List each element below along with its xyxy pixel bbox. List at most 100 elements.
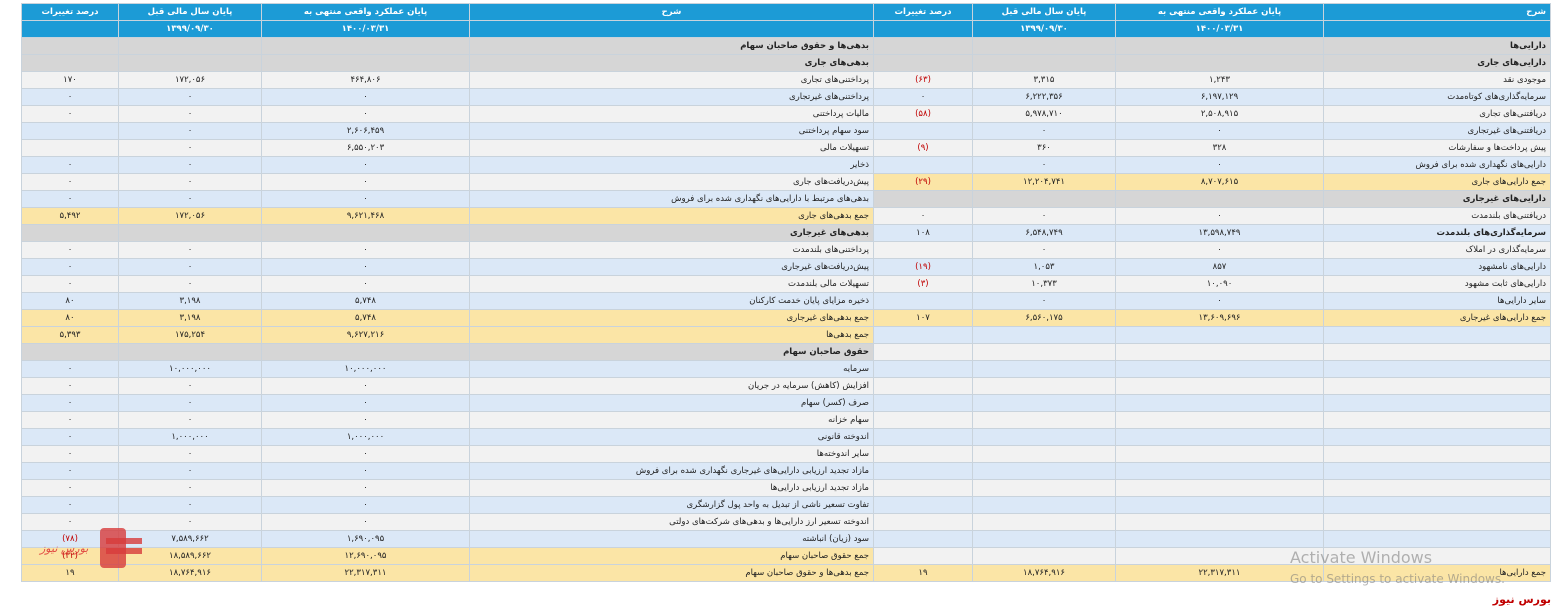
right-desc-cell [1323,547,1551,565]
left-current-cell: ۹,۶۲۷,۲۱۶ [261,326,470,344]
right-prev-cell: ۰ [972,156,1116,174]
right-desc-cell: دریافتنی‌های تجاری [1323,105,1551,123]
bourse-news-logo [100,528,142,568]
left-change-cell: ۰ [21,377,119,395]
right-change-cell [873,292,973,310]
right-desc-cell: جمع دارایی‌ها [1323,564,1551,582]
table-row: ۰ ۰ ۰ اندوخته تسعیر ارز دارایی‌ها و بدهی‌ها… [21,513,1551,531]
right-prev-cell: ۳۶۰ [972,139,1116,157]
right-change-cell: (۶۳) [873,71,973,89]
right-prev-cell: ۶,۵۶۰,۱۷۵ [972,309,1116,327]
right-current-cell [1115,496,1324,514]
right-change-cell [873,326,973,344]
right-current-cell [1115,547,1324,565]
right-desc-cell: دارایی‌ها [1323,37,1551,55]
table-row: ۰ ۱,۰۰۰,۰۰۰ ۱,۰۰۰,۰۰۰ اندوخته قانونی [21,428,1551,446]
table-row: ۸۰ ۳,۱۹۸ ۵,۷۴۸ ذخیره مزایای پایان خدمت کارک… [21,292,1551,310]
left-prev-cell: ۱۷۲,۰۵۶ [118,207,262,225]
left-desc-header: شرح [469,3,874,21]
left-desc-cell: سرمایه [469,360,874,378]
left-change-cell: ۰ [21,258,119,276]
table-row: بدهی‌ها و حقوق صاحبان سهام دارایی‌ها [21,37,1551,55]
left-current-cell: ۰ [261,156,470,174]
left-current-cell: ۱,۰۰۰,۰۰۰ [261,428,470,446]
left-prev-cell: ۰ [118,377,262,395]
right-desc-cell [1323,462,1551,480]
right-prev-cell: ۶,۲۲۲,۳۵۶ [972,88,1116,106]
left-prev-cell: ۰ [118,479,262,497]
left-desc-cell: پرداختنی‌های غیرتجاری [469,88,874,106]
left-prev-cell: ۰ [118,258,262,276]
right-desc-cell: سرمایه‌گذاری‌های بلندمدت [1323,224,1551,242]
left-change-cell: ۰ [21,479,119,497]
left-current-cell: ۲۲,۳۱۷,۳۱۱ [261,564,470,582]
right-prev-cell: ۱,۰۵۳ [972,258,1116,276]
left-prev-cell: ۰ [118,496,262,514]
right-change-cell: ۰ [873,207,973,225]
right-desc-cell [1323,326,1551,344]
left-prev-cell: ۱۰,۰۰۰,۰۰۰ [118,360,262,378]
left-change-cell: ۰ [21,173,119,191]
left-change-cell: ۰ [21,88,119,106]
table-row: بدهی‌های جاری دارایی‌های جاری [21,54,1551,72]
left-current-cell: ۰ [261,241,470,259]
table-row: ۰ ۰ ۰ بدهی‌های مرتبط با دارایی‌های نگهداری … [21,190,1551,208]
right-current-cell: ۰ [1115,122,1324,140]
right-current-cell [1115,445,1324,463]
right-change-cell [873,122,973,140]
right-change-cell: (۱۹) [873,258,973,276]
left-desc-cell: بدهی‌های مرتبط با دارایی‌های نگهداری شده… [469,190,874,208]
right-current-cell: ۲۲,۳۱۷,۳۱۱ [1115,564,1324,582]
right-desc-cell: سرمایه‌گذاری‌های کوتاه‌مدت [1323,88,1551,106]
right-prev-cell [972,360,1116,378]
right-change-cell [873,156,973,174]
left-prev-cell: ۰ [118,513,262,531]
left-current-cell: ۱,۶۹۰,۰۹۵ [261,530,470,548]
left-desc-cell: پیش‌دریافت‌های جاری [469,173,874,191]
left-prev-cell: ۱۷۵,۲۵۴ [118,326,262,344]
left-current-cell: ۰ [261,394,470,412]
activate-windows-subtitle: Go to Settings to activate Windows. [1290,572,1505,586]
left-prev-cell: ۰ [118,173,262,191]
left-current-cell: ۰ [261,173,470,191]
left-current-cell [261,37,470,55]
right-desc-cell [1323,530,1551,548]
right-prev-cell: ۳,۳۱۵ [972,71,1116,89]
activate-windows-title: Activate Windows [1290,548,1433,567]
left-current-cell: ۰ [261,445,470,463]
left-change-cell: ۸۰ [21,309,119,327]
left-current-cell: ۰ [261,275,470,293]
left-prev-cell: ۰ [118,88,262,106]
left-change-cell: ۰ [21,360,119,378]
right-desc-cell: سرمایه‌گذاری در املاک [1323,241,1551,259]
left-change-cell [21,224,119,242]
right-prev-cell [972,190,1116,208]
left-current-date: ۱۴۰۰/۰۳/۳۱ [261,20,470,38]
left-desc-cell: پیش‌دریافت‌های غیرجاری [469,258,874,276]
right-current-cell [1115,360,1324,378]
right-desc-cell: موجودی نقد [1323,71,1551,89]
left-current-cell: ۲,۶۰۶,۴۵۹ [261,122,470,140]
table-row: ۰ ۰ ۰ سهام خزانه [21,411,1551,429]
right-desc-cell: پیش پرداخت‌ها و سفارشات [1323,139,1551,157]
left-change-cell: ۰ [21,156,119,174]
table-row: ۰ ۰ ۰ پرداختنی‌های غیرتجاری ۰ ۶,۲۲۲,۳۵۶ ۶,۱۹۷,… [21,88,1551,106]
right-current-cell: ۶,۱۹۷,۱۲۹ [1115,88,1324,106]
right-prev-cell [972,547,1116,565]
right-current-cell: ۰ [1115,156,1324,174]
table-body: بدهی‌ها و حقوق صاحبان سهام دارایی‌ها بدهی‌… [21,37,1551,582]
right-prev-cell [972,445,1116,463]
left-desc-cell: جمع بدهی‌ها و حقوق صاحبان سهام [469,564,874,582]
left-desc-cell: مازاد تجدید ارزیابی دارایی‌ها [469,479,874,497]
left-change-cell [21,122,119,140]
table-row: ۰ ۰ ۰ مالیات پرداختنی (۵۸) ۵,۹۷۸,۷۱۰ ۲,۵۰۸,۹۱۵… [21,105,1551,123]
table-row: ۵,۳۹۳ ۱۷۵,۲۵۴ ۹,۶۲۷,۲۱۶ جمع بدهی‌ها [21,326,1551,344]
right-change-cell: ۱۰۸ [873,224,973,242]
right-prev-cell [972,428,1116,446]
left-current-cell: ۰ [261,462,470,480]
right-desc-cell [1323,394,1551,412]
right-desc-cell [1323,377,1551,395]
right-current-cell: ۱,۲۴۳ [1115,71,1324,89]
left-prev-cell: ۳,۱۹۸ [118,309,262,327]
right-prev-cell: ۵,۹۷۸,۷۱۰ [972,105,1116,123]
